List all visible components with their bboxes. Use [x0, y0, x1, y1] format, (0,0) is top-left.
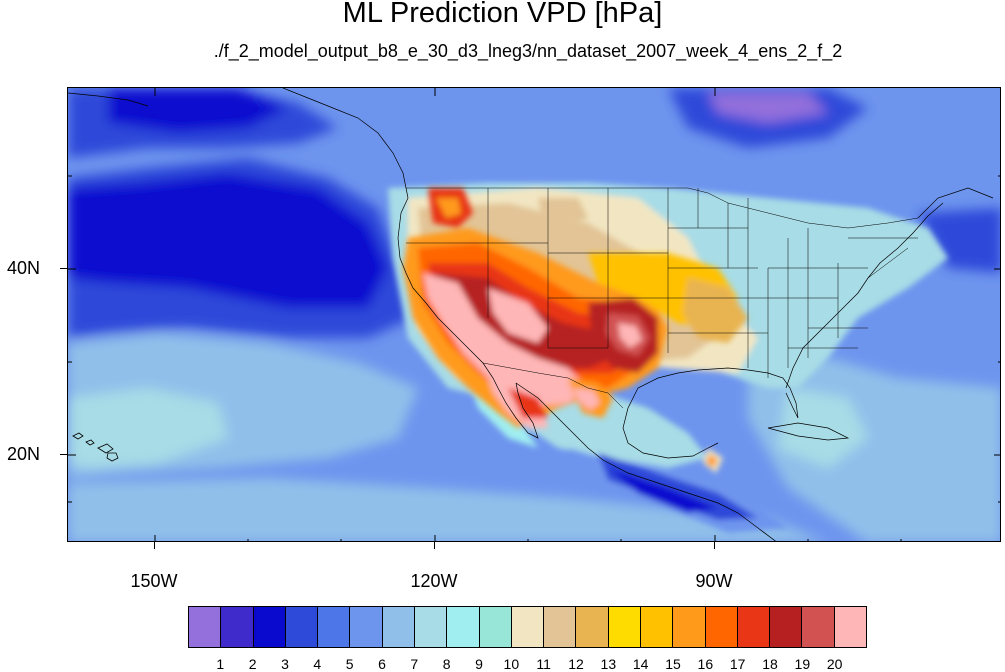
colorbar-level-label: 6 — [378, 656, 386, 672]
colorbar-level-label: 10 — [503, 656, 520, 672]
colorbar-level-label: 9 — [475, 656, 483, 672]
colorbar-swatch — [189, 607, 222, 647]
colorbar-swatch — [640, 607, 674, 647]
plot-subtitle: ./f_2_model_output_b8_e_30_d3_lneg3/nn_d… — [213, 41, 843, 61]
colorbar-level-label: 7 — [410, 656, 419, 672]
lat-label-20n: 20N — [6, 444, 40, 464]
colorbar-swatch — [382, 607, 415, 647]
colorbar-swatch — [479, 607, 512, 647]
colorbar-swatch — [673, 607, 706, 647]
lat-label-40n: 40N — [6, 258, 40, 278]
colorbar-level-label: 13 — [600, 656, 617, 672]
colorbar-level-label: 16 — [697, 656, 714, 672]
colorbar-swatch — [253, 607, 286, 647]
colorbar-swatch — [834, 607, 866, 647]
plot-title: ML Prediction VPD [hPa] — [342, 0, 663, 29]
lon-tick-120w — [434, 542, 435, 549]
colorbar-level-label: 14 — [632, 656, 649, 672]
colorbar-swatch — [802, 607, 835, 647]
lat-tick-40n — [60, 268, 67, 269]
lon-label-150w: 150W — [130, 571, 178, 591]
coastlines — [68, 88, 994, 541]
colorbar-level-label: 3 — [281, 656, 289, 672]
colorbar-level-label: 19 — [794, 656, 811, 672]
colorbar-swatch — [511, 607, 545, 647]
colorbar-swatch — [737, 607, 771, 647]
colorbar-swatch — [447, 607, 480, 647]
colorbar-level-label: 15 — [665, 656, 681, 672]
colorbar-level-label: 18 — [762, 656, 778, 672]
colorbar-swatch — [705, 607, 738, 647]
vpd-map — [67, 87, 1001, 542]
map-inner-ticks — [68, 88, 1000, 541]
hawaii-islands — [72, 432, 119, 462]
colorbar-level-label: 17 — [729, 656, 746, 672]
lon-tick-150w — [154, 542, 155, 549]
colorbar-swatch — [414, 607, 448, 647]
state-borders — [406, 187, 919, 409]
colorbar-swatch — [770, 607, 803, 647]
colorbar-level-label: 2 — [248, 656, 257, 672]
colorbar-level-label: 20 — [826, 656, 843, 672]
colorbar-swatch — [285, 607, 319, 647]
colorbar-level-label: 11 — [536, 656, 551, 672]
colorbar-swatch — [221, 607, 254, 647]
colorbar-level-label: 5 — [345, 656, 354, 672]
colorbar-level-label: 4 — [313, 656, 322, 672]
colorbar-level-label: 8 — [442, 656, 451, 672]
vpd-field-hotspots — [403, 188, 748, 428]
colorbar-swatch — [576, 607, 609, 647]
colorbar-swatch — [544, 607, 577, 647]
colorbar-swatch — [350, 607, 383, 647]
colorbar-level-label: 12 — [568, 656, 584, 672]
colorbar — [188, 606, 867, 648]
lon-label-90w: 90W — [695, 571, 733, 591]
colorbar-swatch — [608, 607, 641, 647]
vpd-field-ocean — [68, 88, 1000, 541]
colorbar-level-label: 1 — [216, 656, 225, 672]
colorbar-swatch — [318, 607, 351, 647]
lon-label-120w: 120W — [410, 571, 458, 591]
lon-tick-90w — [714, 542, 715, 549]
lat-tick-20n — [60, 454, 67, 455]
